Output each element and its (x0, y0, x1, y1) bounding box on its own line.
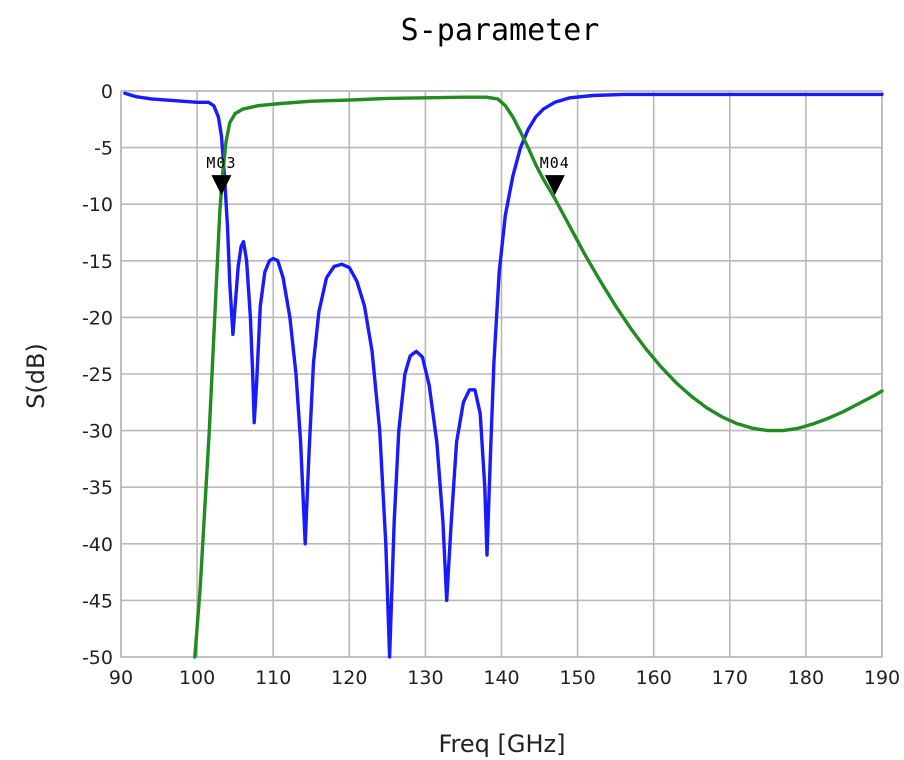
series-line-2 (193, 95, 884, 659)
series-line-1 (123, 91, 884, 659)
x-tick-label: 100 (179, 667, 215, 689)
plot-frame (120, 90, 883, 658)
x-tick-label: 180 (788, 667, 824, 689)
y-tick-label: -10 (82, 194, 113, 216)
marker-triangle (211, 175, 232, 196)
markers: M03 M04 (206, 154, 570, 196)
y-axis-label: S(dB) (22, 343, 50, 409)
y-tick-label: -20 (82, 307, 113, 329)
y-tick-label: -35 (82, 477, 113, 499)
x-axis-label: Freq [GHz] (439, 730, 566, 758)
marker-label: M03 (206, 154, 236, 172)
x-tick-label: 160 (636, 667, 672, 689)
x-tick-label: 150 (559, 667, 595, 689)
marker-m03: M03 (206, 154, 236, 196)
x-tick-label: 140 (483, 667, 519, 689)
y-tick-label: -30 (82, 421, 113, 443)
y-tick-label: -5 (94, 138, 113, 160)
x-tick-label: 190 (864, 667, 900, 689)
x-tick-label: 120 (331, 667, 367, 689)
plot-grid (120, 90, 883, 658)
marker-m04: M04 (540, 154, 570, 196)
x-tick-labels: 90 100 110 120 130 140 150 160 170 180 190 (109, 667, 900, 689)
x-tick-label: 130 (407, 667, 443, 689)
y-tick-label: -45 (82, 590, 113, 612)
marker-triangle (544, 175, 565, 196)
x-tick-label: 110 (255, 667, 291, 689)
series-lines (123, 91, 884, 659)
y-tick-label: -50 (82, 647, 113, 669)
y-tick-label: 0 (101, 81, 113, 103)
y-tick-label: -40 (82, 534, 113, 556)
y-tick-label: -25 (82, 364, 113, 386)
x-tick-label: 90 (109, 667, 133, 689)
y-tick-label: -15 (82, 251, 113, 273)
y-tick-labels: 0 -5 -10 -15 -20 -25 -30 -35 -40 -45 -50 (82, 81, 113, 669)
x-tick-label: 170 (712, 667, 748, 689)
chart-title: S-parameter (401, 13, 600, 48)
marker-label: M04 (540, 154, 570, 172)
